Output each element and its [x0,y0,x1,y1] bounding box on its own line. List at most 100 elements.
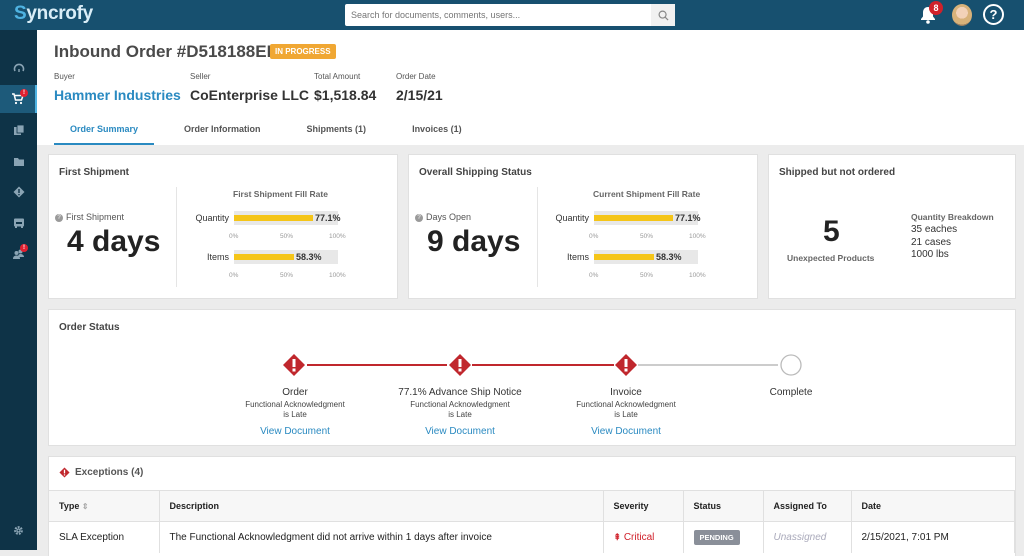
sidebar-item-orders[interactable]: ! [0,85,37,113]
first-shipment-card: First Shipment ? First Shipment 4 days Fi… [48,154,398,299]
sidebar: ! ! [0,30,37,550]
exceptions-table: Type ⇕ Description Severity Status Assig… [49,490,1015,553]
bar-value: 58.3% [656,252,682,262]
user-avatar[interactable] [952,4,972,26]
folder-icon [13,157,24,166]
exception-icon [13,186,24,198]
sidebar-item-dashboard[interactable] [0,54,37,82]
divider [537,187,538,287]
sidebar-item-folders[interactable] [0,147,37,175]
kpi-label: ? Days Open [415,212,471,222]
card-title: Shipped but not ordered [779,167,896,178]
status-step-complete: Complete [769,387,813,398]
progress-line [638,364,778,366]
fill-rate-title: Current Shipment Fill Rate [593,189,701,199]
view-document-link[interactable]: View Document [260,426,330,437]
top-bar: Syncrofy 8 ? [0,0,1024,30]
order-date-value: 2/15/21 [396,87,443,103]
bar-label: Quantity [195,213,229,223]
card-title: Overall Shipping Status [419,167,532,178]
help-circle-icon[interactable]: ? [55,213,63,222]
total-field: Total Amount $1,518.84 [314,72,376,103]
sidebar-item-documents[interactable] [0,116,37,144]
progress-line [472,364,614,366]
table-row[interactable]: SLA Exception The Functional Acknowledgm… [49,521,1015,553]
pending-circle-icon [780,354,802,376]
fill-rate-title: First Shipment Fill Rate [233,189,328,199]
sidebar-item-shipments[interactable] [0,209,37,237]
global-search [345,4,675,26]
status-step-asn: 77.1% Advance Ship Notice Functional Ack… [380,387,540,437]
search-icon [658,10,669,21]
days-open-value: 9 days [427,225,521,258]
partners-alert-badge: ! [20,244,28,252]
gear-icon [14,525,23,535]
cell-severity: ⇞ Critical [603,521,684,553]
quantity-bar-track [594,211,698,225]
card-title: First Shipment [59,167,130,178]
sidebar-item-settings[interactable] [0,516,37,544]
order-status-badge: IN PROGRESS [270,44,336,59]
order-date-label: Order Date [396,72,436,81]
unexpected-label: Unexpected Products [787,253,875,263]
total-label: Total Amount [314,72,361,81]
error-diamond-icon [615,354,637,376]
view-document-link[interactable]: View Document [425,426,495,437]
help-circle-icon[interactable]: ? [415,213,423,222]
seller-label: Seller [190,72,211,81]
seller-value: CoEnterprise LLC [190,87,310,103]
view-document-link[interactable]: View Document [591,426,661,437]
tab-order-summary[interactable]: Order Summary [54,120,155,145]
help-button[interactable]: ? [983,4,1004,25]
breakdown-item: 1000 lbs [911,249,949,260]
cell-type: SLA Exception [49,521,160,553]
search-button[interactable] [651,4,675,26]
bar-value: 77.1% [315,213,341,223]
cell-assigned[interactable]: Unassigned [763,521,852,553]
card-title: Order Status [59,322,120,333]
tab-shipments[interactable]: Shipments (1) [306,124,367,134]
breakdown-item: 21 cases [911,236,952,248]
search-input[interactable] [345,4,645,26]
order-date-field: Order Date 2/15/21 [396,72,443,103]
breakdown-item: 35 eaches [911,224,958,235]
buyer-label: Buyer [54,72,75,81]
tab-order-information[interactable]: Order Information [184,124,261,134]
bar-label: Items [206,252,229,262]
error-diamond-icon [449,354,471,376]
sidebar-item-partners[interactable]: ! [0,240,37,268]
cell-status: PENDING [683,521,764,553]
first-shipment-days: 4 days [67,225,161,258]
column-header-type[interactable]: Type ⇕ [49,490,160,522]
breakdown-list: 35 eaches 21 cases 1000 lbs [911,224,957,262]
double-chevron-up-icon: ⇞ [613,531,622,542]
breakdown-title: Quantity Breakdown [911,212,994,222]
unexpected-count: 5 [823,215,840,248]
shipped-not-ordered-card: Shipped but not ordered 5 Unexpected Pro… [768,154,1016,299]
items-bar-track [594,250,698,264]
documents-icon [13,124,24,135]
column-header-description: Description [159,490,604,522]
overall-shipping-card: Overall Shipping Status ? Days Open 9 day… [408,154,758,299]
sidebar-item-exceptions[interactable] [0,178,37,206]
bar-value: 58.3% [296,252,322,262]
error-diamond-icon [283,354,305,376]
sort-icon[interactable]: ⇕ [81,502,89,511]
exceptions-card: Exceptions (4) Type ⇕ Description Severi… [48,456,1016,556]
buyer-link[interactable]: Hammer Industries [54,87,181,103]
page-title: Inbound Order #D518188EBC [54,42,292,61]
column-header-date: Date [851,490,1015,522]
tab-invoices[interactable]: Invoices (1) [412,124,462,134]
status-badge: PENDING [693,529,740,545]
quantity-bar-track [234,211,338,225]
quantity-bar-fill [234,215,313,221]
order-header: Inbound Order #D518188EBC IN PROGRESS Bu… [37,30,1024,145]
syncrofy-logo[interactable]: Syncrofy [14,3,93,24]
status-step-invoice: Invoice Functional Acknowledgment is Lat… [546,387,706,437]
status-step-order: Order Functional Acknowledgment is Late … [215,387,375,437]
items-bar-track [234,250,338,264]
exception-icon [59,467,70,478]
items-bar-fill [234,254,294,260]
notification-badge: 8 [929,1,943,15]
exceptions-title: Exceptions (4) [75,467,144,478]
